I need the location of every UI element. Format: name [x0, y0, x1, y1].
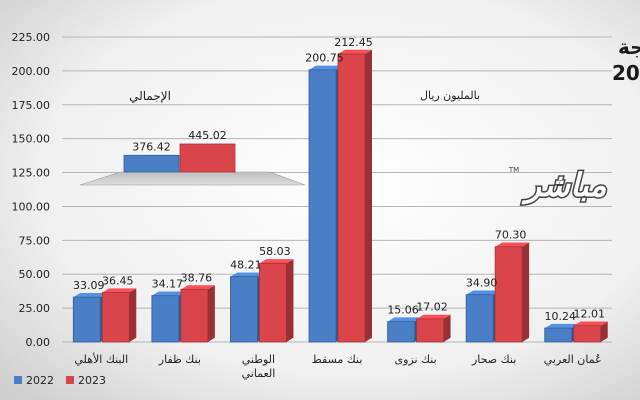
- value-label-2022: 34.90: [466, 276, 498, 289]
- legend-swatch-2023: [66, 376, 74, 384]
- category-label: بنك نزوى: [394, 353, 436, 366]
- inset-value-label: 376.42: [132, 140, 171, 153]
- value-label-2023: 12.01: [573, 308, 605, 321]
- y-tick-label: 175.00: [12, 99, 51, 112]
- value-label-2022: 15.06: [387, 303, 419, 316]
- bar-2023-1: [180, 285, 215, 343]
- y-tick-label: 0.00: [26, 336, 51, 349]
- legend-swatch-2022: [14, 376, 22, 384]
- category-label: البنك الأهلي: [74, 352, 128, 366]
- y-tick-label: 225.00: [12, 31, 51, 44]
- legend-label-2022: 2022: [26, 374, 54, 387]
- watermark-logo: مباشر: [521, 166, 606, 205]
- bar-2023-0: [101, 288, 137, 343]
- inset-bar-2023: [179, 143, 236, 173]
- y-tick-label: 50.00: [19, 268, 51, 281]
- bar-2023-3: [337, 49, 372, 343]
- value-label-2023: 17.02: [416, 301, 448, 314]
- category-label: عُمان العربي: [544, 353, 602, 366]
- inset-value-label: 445.02: [188, 129, 227, 142]
- y-tick-label: 75.00: [19, 234, 51, 247]
- category-label: بنك مسقط: [312, 353, 363, 366]
- value-label-2022: 48.21: [230, 258, 262, 271]
- bar-2023-6: [573, 321, 608, 343]
- value-label-2023: 36.45: [102, 274, 134, 287]
- inset-totals-chart: 376.42 445.02: [79, 129, 306, 186]
- legend-label-2023: 2023: [78, 374, 106, 387]
- chart-title-line1: أرباح البنوك المدرجة: [618, 33, 640, 59]
- chart-subtitle: بالمليون ريال: [420, 89, 480, 102]
- value-label-2023: 58.03: [259, 245, 291, 258]
- value-label-2023: 70.30: [495, 229, 527, 242]
- value-label-2023: 38.76: [181, 271, 213, 284]
- value-label-2023: 212.45: [334, 36, 373, 49]
- value-label-2022: 34.17: [152, 277, 184, 290]
- inset-label: الإجمالي: [129, 89, 171, 103]
- y-tick-label: 125.00: [12, 167, 51, 180]
- bar-2023-5: [494, 242, 530, 343]
- category-label: العماني: [242, 367, 276, 380]
- bar-2023-4: [416, 314, 451, 343]
- category-label: الوطني: [242, 353, 275, 366]
- y-tick-label: 200.00: [12, 65, 51, 78]
- value-label-2022: 200.75: [305, 52, 344, 65]
- value-label-2022: 10.24: [544, 310, 576, 323]
- chart-title-line2: عام 2023: [612, 61, 640, 85]
- legend: 2022 2023: [14, 374, 106, 387]
- category-label: بنك ظفار: [158, 353, 201, 366]
- category-label: بنك صحار: [471, 353, 516, 366]
- y-tick-label: 25.00: [19, 302, 51, 315]
- watermark-trademark: TM: [508, 166, 519, 174]
- y-tick-label: 100.00: [12, 200, 51, 213]
- bar-2023-2: [259, 259, 294, 343]
- value-label-2022: 33.09: [73, 279, 105, 292]
- y-tick-label: 150.00: [12, 133, 51, 146]
- inset-bar-2022: [123, 154, 180, 173]
